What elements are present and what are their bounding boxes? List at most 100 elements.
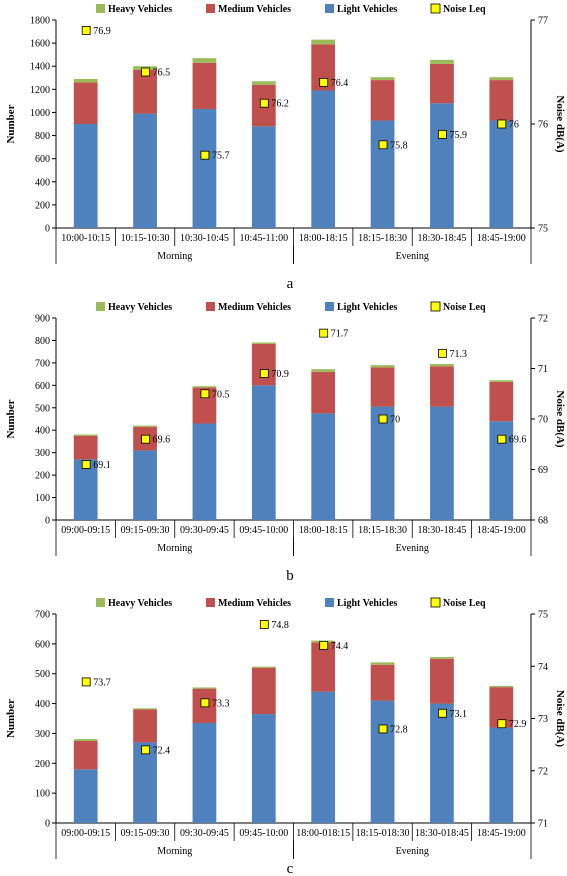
legend-swatch-noise — [430, 597, 441, 608]
y-tick-label: 100 — [35, 493, 50, 504]
y-tick-label: 0 — [45, 224, 50, 235]
y2-axis-title: Noise dB(A) — [554, 390, 566, 447]
noise-marker — [259, 369, 269, 378]
legend-label-noise: Noise Leq — [443, 302, 486, 313]
y-tick-label: 600 — [35, 381, 50, 392]
bar-heavy — [430, 364, 454, 367]
y2-tick-label: 72 — [538, 314, 548, 325]
y2-axis-title: Noise dB(A) — [554, 690, 566, 747]
noise-marker — [141, 434, 150, 444]
noise-marker — [497, 434, 507, 444]
y-tick-label: 200 — [35, 471, 50, 482]
y-tick-label: 200 — [35, 759, 50, 770]
x-tick-label: 18:00-18:15 — [299, 525, 348, 536]
y2-tick-label: 75 — [538, 610, 548, 621]
y-tick-label: 1000 — [30, 108, 50, 119]
legend-label-noise: Noise Leq — [443, 4, 486, 15]
y2-tick-label: 71 — [538, 819, 548, 830]
legend-label-noise: Noise Leq — [443, 598, 486, 609]
y-tick-label: 600 — [35, 154, 50, 165]
noise-marker — [81, 460, 91, 469]
bar-light — [430, 703, 454, 823]
chart-panel-c: Heavy Vehicles Medium Vehicles Light Vehic… — [5, 597, 566, 876]
x-tick-label: 18:15-18:30 — [358, 233, 407, 244]
bar-medium — [192, 387, 217, 424]
bar-medium — [311, 642, 336, 692]
legend-swatch-medium — [206, 4, 215, 13]
noise-data-label: 72.8 — [390, 724, 408, 735]
noise-data-label: 71.7 — [331, 329, 349, 340]
x-tick-label: 18:45-19:00 — [477, 233, 526, 244]
legend-swatch-heavy — [96, 4, 105, 13]
noise-marker — [438, 348, 447, 358]
bar-light — [73, 124, 98, 228]
noise-data-label: 75.7 — [212, 151, 230, 162]
noise-data-label: 76.9 — [93, 26, 111, 37]
legend-label-medium: Medium Vehicles — [218, 302, 291, 313]
noise-marker — [259, 98, 269, 108]
x-tick-label: 18:00-018:15 — [296, 828, 350, 839]
noise-marker — [259, 620, 269, 629]
noise-marker — [319, 78, 329, 87]
y-tick-label: 800 — [35, 336, 50, 347]
bar-light — [73, 769, 98, 823]
x-group-label: Morning — [157, 846, 192, 857]
x-tick-label: 18:45-19:00 — [477, 525, 526, 536]
noise-marker — [81, 25, 91, 35]
bar-heavy — [251, 666, 276, 668]
noise-marker — [319, 640, 329, 650]
x-tick-label: 18:00-18:15 — [299, 233, 348, 244]
noise-data-label: 73.1 — [449, 709, 467, 720]
y-tick-label: 100 — [35, 789, 50, 800]
legend-swatch-heavy — [96, 598, 105, 607]
noise-data-label: 69.6 — [153, 435, 171, 446]
bar-heavy — [370, 365, 395, 368]
noise-data-label: 69.6 — [509, 435, 527, 446]
y-tick-label: 300 — [35, 448, 50, 459]
bar-light — [370, 406, 395, 520]
bar-heavy — [311, 39, 336, 45]
x-tick-label: 09:15-09:30 — [121, 525, 170, 536]
bar-medium — [133, 69, 157, 114]
x-tick-label: 10:30-10:45 — [180, 233, 229, 244]
bar-light — [370, 120, 395, 228]
y-tick-label: 0 — [45, 516, 50, 527]
bar-heavy — [192, 386, 217, 388]
noise-data-label: 72.9 — [509, 719, 527, 730]
y2-tick-label: 74 — [538, 662, 548, 673]
noise-marker — [319, 328, 329, 338]
bar-light — [370, 700, 395, 823]
legend-label-light: Light Vehicles — [337, 4, 397, 15]
bar-medium — [430, 63, 454, 104]
bar-heavy — [192, 58, 217, 63]
y2-tick-label: 68 — [538, 516, 548, 527]
y2-tick-label: 75 — [538, 224, 548, 235]
bar-medium — [192, 62, 217, 109]
bar-medium — [311, 44, 336, 91]
noise-data-label: 72.4 — [153, 745, 171, 756]
bar-light — [133, 450, 157, 520]
bar-heavy — [489, 380, 514, 382]
x-group-label: Morning — [157, 251, 192, 262]
legend-label-medium: Medium Vehicles — [218, 4, 291, 15]
y-tick-label: 400 — [35, 699, 50, 710]
x-tick-label: 09:45-10:00 — [239, 525, 288, 536]
legend-swatch-light — [325, 4, 334, 13]
noise-marker — [141, 67, 150, 77]
bar-heavy — [133, 425, 157, 427]
y-tick-label: 700 — [35, 358, 50, 369]
noise-data-label: 75.8 — [390, 140, 408, 151]
y-tick-label: 400 — [35, 177, 50, 188]
noise-marker — [378, 724, 388, 734]
x-tick-label: 18:15-018:30 — [356, 828, 410, 839]
x-tick-label: 09:00-09:15 — [61, 525, 110, 536]
bar-heavy — [489, 685, 514, 688]
bar-medium — [430, 366, 454, 407]
y2-tick-label: 71 — [538, 364, 548, 375]
y2-tick-label: 73 — [538, 714, 548, 725]
bar-medium — [311, 371, 336, 414]
x-tick-label: 09:45-10:00 — [239, 828, 288, 839]
bar-light — [251, 714, 276, 823]
bar-medium — [370, 664, 395, 701]
